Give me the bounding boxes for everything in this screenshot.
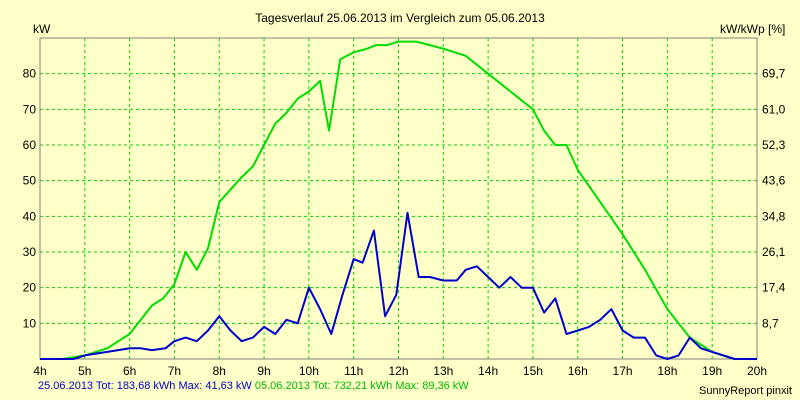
x-tick-label: 16h xyxy=(568,364,588,378)
x-tick-label: 17h xyxy=(613,364,633,378)
footer-legend: 25.06.2013 Tot: 183,68 kWh Max: 41,63 kW… xyxy=(38,380,469,392)
series-line-05-06-2013 xyxy=(40,40,757,360)
x-tick-label: 19h xyxy=(702,364,722,378)
y-axis-left-label: kW xyxy=(33,22,51,36)
y-left-tick-label: 80 xyxy=(23,67,37,81)
y-right-tick-label: 52,3 xyxy=(762,138,786,152)
y-left-tick-label: 10 xyxy=(23,316,37,330)
x-tick-label: 20h xyxy=(747,364,767,378)
x-tick-label: 14h xyxy=(478,364,498,378)
y-right-tick-label: 8,7 xyxy=(762,316,779,330)
y-right-tick-label: 43,6 xyxy=(762,174,786,188)
y-left-tick-label: 50 xyxy=(23,174,37,188)
tick-labels: 4h 5h 6h 7h 8h 9h 10h 11h 12h 13h 14h 15h 16h 17h 18h 1… xyxy=(23,67,786,378)
x-tick-label: 4h xyxy=(33,364,46,378)
y-left-tick-label: 70 xyxy=(23,102,37,116)
y-right-tick-label: 34,8 xyxy=(762,209,786,223)
x-tick-label: 6h xyxy=(123,364,136,378)
y-left-tick-label: 60 xyxy=(23,138,37,152)
x-tick-label: 11h xyxy=(344,364,363,378)
y-right-tick-label: 69,7 xyxy=(762,67,786,81)
x-tick-label: 5h xyxy=(78,364,91,378)
x-tick-label: 18h xyxy=(657,364,677,378)
legend-series-1: 25.06.2013 Tot: 183,68 kWh Max: 41,63 kW xyxy=(38,380,252,392)
series-line-25-06-2013 xyxy=(40,211,757,360)
x-tick-label: 12h xyxy=(388,364,408,378)
y-right-tick-label: 61,0 xyxy=(762,102,786,116)
chart-title: Tagesverlauf 25.06.2013 im Vergleich zum… xyxy=(255,11,545,25)
x-tick-label: 13h xyxy=(433,364,453,378)
axes xyxy=(39,37,758,360)
credit-label: SunnyReport pinxit xyxy=(699,385,792,397)
x-tick-label: 8h xyxy=(213,364,226,378)
y-right-tick-label: 26,1 xyxy=(762,245,786,259)
y-right-tick-label: 17,4 xyxy=(762,281,786,295)
y-left-tick-label: 30 xyxy=(23,245,37,259)
series-lines xyxy=(40,40,757,360)
y-left-tick-label: 40 xyxy=(23,209,37,223)
y-axis-right-label: kW/kWp [%] xyxy=(720,22,785,36)
x-tick-label: 10h xyxy=(299,364,319,378)
x-tick-label: 15h xyxy=(523,364,543,378)
x-tick-label: 9h xyxy=(257,364,270,378)
plot-frame xyxy=(39,37,758,360)
y-left-tick-label: 20 xyxy=(23,281,37,295)
legend-series-2: 05.06.2013 Tot: 732,21 kWh Max: 89,36 kW xyxy=(254,380,469,392)
x-tick-label: 7h xyxy=(168,364,181,378)
